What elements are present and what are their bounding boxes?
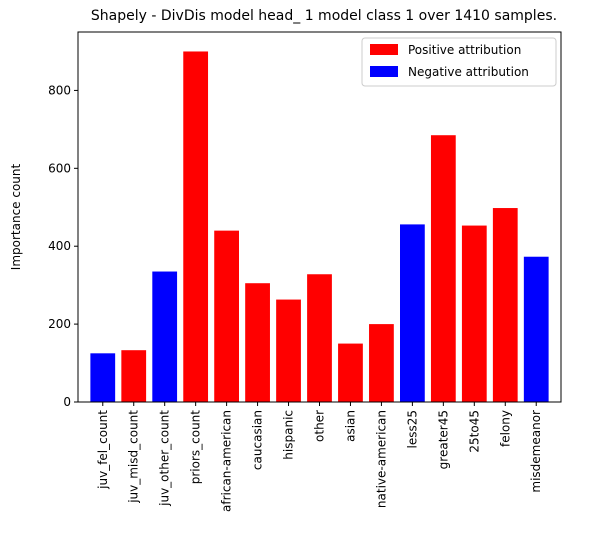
bar-juv_fel_count <box>90 353 116 402</box>
legend-box <box>361 37 557 87</box>
bar-native-american <box>369 324 394 402</box>
x-tick-label: priors_count <box>189 410 203 485</box>
y-tick-label: 0 <box>63 395 71 409</box>
legend-label-negative: Negative attribution <box>408 65 529 79</box>
chart-title: Shapely - DivDis model head_ 1 model cla… <box>91 8 557 24</box>
x-tick-label: 25to45 <box>467 410 481 453</box>
x-tick-label: juv_other_count <box>158 410 172 507</box>
bar-asian <box>338 343 363 402</box>
bar-priors_count <box>183 51 209 402</box>
x-tick-label: less25 <box>405 410 419 449</box>
bar-felony <box>492 208 518 402</box>
bar-african-american <box>214 230 239 402</box>
x-ticks-group: juv_fel_count juv_misd_count juv_other_cou… <box>96 402 543 512</box>
x-tick-label: misdemeanor <box>529 410 543 493</box>
bar-juv_misd_count <box>121 350 147 402</box>
legend-label-positive: Positive attribution <box>408 43 521 57</box>
y-tick-label: 800 <box>48 83 71 97</box>
x-tick-label: other <box>313 410 327 442</box>
x-tick-label: african-american <box>220 410 234 512</box>
bar-25to45 <box>461 225 487 402</box>
x-tick-label: native-american <box>374 410 388 508</box>
y-tick-label: 200 <box>48 317 71 331</box>
y-tick-label: 400 <box>48 239 71 253</box>
bar-misdemeanor <box>523 256 549 402</box>
bar-less25 <box>400 224 425 402</box>
bar-hispanic <box>276 299 301 402</box>
x-tick-label: greater45 <box>436 410 450 469</box>
y-axis-label: Importance count <box>9 163 23 270</box>
x-tick-label: felony <box>498 410 512 447</box>
y-tick-label: 600 <box>48 161 71 175</box>
x-tick-label: juv_misd_count <box>127 410 141 504</box>
plot-frame <box>77 31 562 403</box>
bars-group <box>90 51 549 403</box>
bar-caucasian <box>245 283 270 402</box>
bar-greater45 <box>430 135 456 403</box>
legend-swatch-positive <box>370 44 398 55</box>
legend: Positive attribution Negative attributio… <box>361 37 557 87</box>
bar-other <box>307 274 332 402</box>
x-tick-label: caucasian <box>251 410 265 470</box>
legend-swatch-negative <box>370 66 398 77</box>
y-ticks-group: 0 200 400 600 800 <box>48 83 78 409</box>
x-tick-label: asian <box>343 410 357 442</box>
x-tick-label: hispanic <box>282 410 296 460</box>
bar-juv_other_count <box>152 271 178 402</box>
x-tick-label: juv_fel_count <box>96 410 110 490</box>
